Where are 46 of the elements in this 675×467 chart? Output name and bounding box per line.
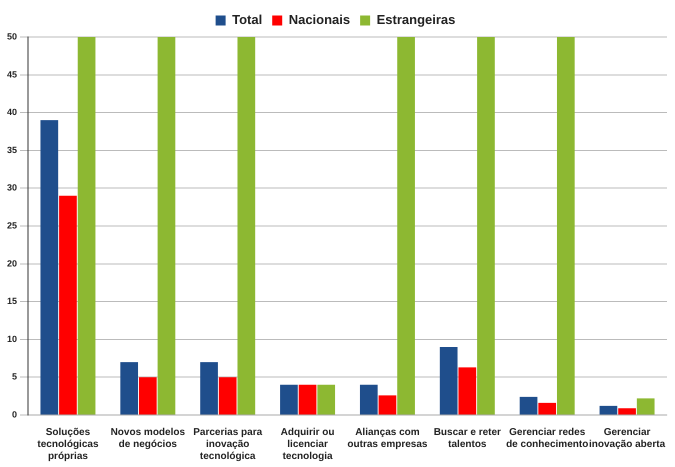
bar xyxy=(78,37,96,414)
y-tick-label: 30 xyxy=(6,182,18,193)
bar xyxy=(280,384,298,414)
bar xyxy=(158,37,176,414)
x-tick-label: Parcerias para inovação tecnológica xyxy=(193,426,263,462)
x-tick-label: Gerenciar redes de conhecimento xyxy=(506,426,588,450)
bar xyxy=(397,37,415,414)
y-tick-label: 50 xyxy=(6,31,18,42)
bar xyxy=(378,395,396,414)
x-tick-label: Alianças com outras empresas xyxy=(347,426,428,450)
x-tick-label: Adquirir ou licenciar tecnologia xyxy=(280,426,335,462)
bar xyxy=(237,37,256,414)
y-tick-label: 40 xyxy=(6,107,18,118)
bar xyxy=(538,402,556,414)
x-tick-label: Buscar e reter talentos xyxy=(434,426,502,450)
y-tick-label: 15 xyxy=(6,296,18,306)
bar xyxy=(556,37,575,414)
bar xyxy=(440,346,458,414)
x-tick-label: Soluções tecnológicas próprias xyxy=(37,426,99,462)
x-tick-label: Gerenciar inovação aberta xyxy=(588,426,666,450)
y-tick-label: 10 xyxy=(6,334,18,344)
bar xyxy=(360,384,378,414)
bar xyxy=(218,377,237,414)
bar xyxy=(200,362,218,414)
y-tick-label: 20 xyxy=(6,258,18,268)
bar xyxy=(138,377,157,414)
bar xyxy=(477,37,495,414)
bar xyxy=(120,362,138,414)
y-tick-label: 45 xyxy=(6,69,18,80)
bar xyxy=(40,120,58,414)
legend-label: Estrangeiras xyxy=(376,12,456,28)
legend-label: Nacionais xyxy=(288,12,350,28)
x-tick-label: Novos modelos de negócios xyxy=(110,426,186,450)
legend-label: Total xyxy=(232,12,262,28)
y-tick-label: 25 xyxy=(6,220,18,230)
y-tick-label: 5 xyxy=(12,372,18,382)
bar xyxy=(317,384,336,414)
bar xyxy=(298,384,316,414)
bar xyxy=(59,196,77,414)
bar xyxy=(600,406,618,414)
bar xyxy=(520,396,538,414)
y-tick-label: 0 xyxy=(12,409,18,420)
bar xyxy=(458,367,476,414)
bar xyxy=(636,398,655,414)
bar xyxy=(618,408,636,414)
y-tick-label: 35 xyxy=(6,144,18,155)
